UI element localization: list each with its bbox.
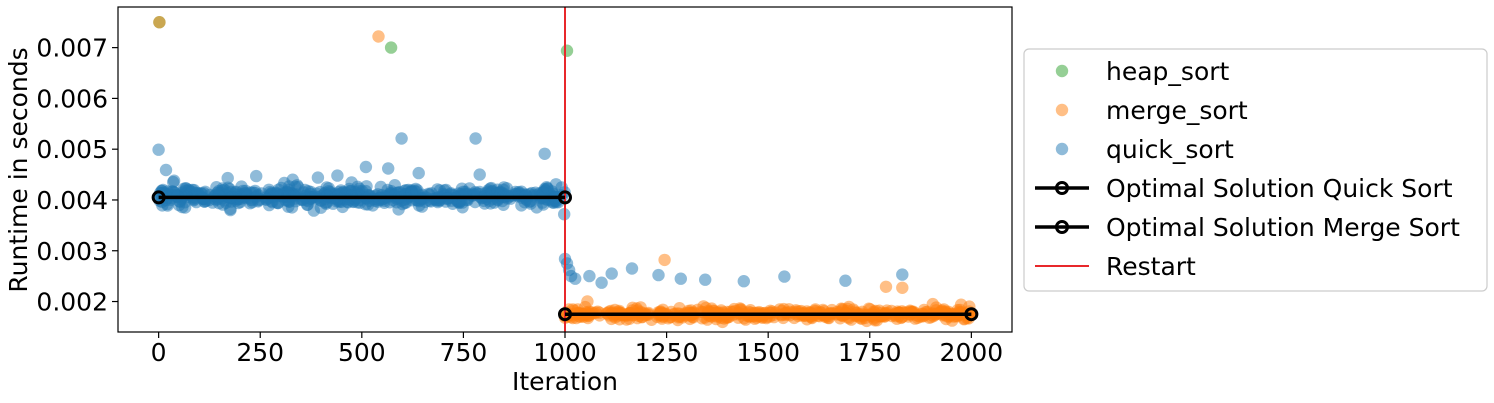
x-tick-label: 1000: [533, 338, 597, 367]
quick-sort-point: [778, 270, 791, 283]
merge-sort-point: [153, 16, 166, 29]
quick-sort-point: [152, 143, 165, 156]
quick-sort-point: [311, 171, 325, 184]
y-tick-label: 0.005: [36, 135, 108, 164]
quick-sort-point: [375, 188, 388, 202]
x-tick-label: 1250: [635, 338, 699, 367]
plot-area: [151, 7, 979, 332]
quick-sort-point: [595, 276, 608, 289]
quick-sort-point: [363, 189, 376, 202]
axes: 0 250 500 750 1000 1250 1500 1750 2000 0.002 0.003…: [36, 6, 1013, 367]
merge-sort-point: [926, 297, 939, 311]
legend-label-heap-sort: heap_sort: [1106, 57, 1230, 86]
quick-sort-point: [541, 182, 554, 195]
merge-sort-point: [896, 281, 909, 294]
quick-sort-point: [286, 173, 299, 186]
optimal-merge-sort-marker: [558, 307, 572, 322]
quick-sort-point: [412, 166, 425, 180]
quick-sort-point: [244, 193, 258, 206]
y-tick-label: 0.007: [36, 34, 108, 63]
quick-sort-point: [652, 268, 665, 282]
quick-sort-point: [319, 196, 332, 209]
quick-sort-point: [392, 203, 405, 216]
quick-sort-point: [331, 169, 344, 182]
y-tick-label: 0.006: [36, 84, 108, 113]
merge-sort-point: [752, 309, 765, 323]
x-tick-label: 750: [440, 338, 488, 367]
x-tick-label: 2000: [940, 338, 1004, 367]
quick-sort-series: [152, 132, 909, 289]
quick-sort-point: [737, 275, 750, 288]
legend-label-optimal-solution-quick-sort: Optimal Solution Quick Sort: [1106, 174, 1453, 203]
quick-sort-point: [469, 132, 482, 145]
legend-label-restart: Restart: [1106, 252, 1196, 281]
optimal-merge-sort-marker: [964, 307, 979, 322]
legend-label-merge-sort: merge_sort: [1106, 96, 1248, 125]
y-axis-title: Runtime in seconds: [4, 47, 33, 292]
x-tick-label: 0: [151, 338, 167, 367]
merge-sort-point: [671, 313, 684, 327]
quick-sort-point: [272, 183, 285, 196]
legend-label-quick-sort: quick_sort: [1106, 135, 1234, 164]
x-tick-label: 500: [338, 338, 386, 367]
quick-sort-point: [359, 160, 373, 174]
heap-sort-series: [153, 16, 574, 57]
merge-sort-point: [800, 313, 814, 326]
quick-sort-point: [494, 185, 507, 199]
quick-sort-point: [896, 268, 909, 281]
legend-box: [1023, 48, 1488, 292]
optimal-quick-sort-marker: [151, 190, 166, 205]
legend-marker-optimal-solution-quick-sort: [1055, 181, 1069, 195]
merge-sort-point: [716, 315, 729, 329]
quick-sort-point: [699, 273, 712, 286]
y-tick-label: 0.003: [36, 237, 108, 266]
quick-sort-point: [159, 163, 173, 177]
merge-sort-point: [372, 30, 385, 43]
quick-sort-point: [583, 269, 596, 283]
merge-sort-point: [581, 295, 594, 308]
merge-sort-point: [658, 253, 671, 267]
quick-sort-point: [674, 272, 687, 285]
merge-sort-point: [963, 300, 976, 313]
quick-sort-point: [569, 272, 582, 285]
x-tick-label: 250: [236, 338, 284, 367]
legend-label-optimal-solution-merge-sort: Optimal Solution Merge Sort: [1106, 213, 1460, 242]
legend-marker-optimal-solution-merge-sort: [1055, 220, 1069, 234]
quick-sort-point: [221, 171, 234, 185]
heap-sort-point: [560, 44, 574, 57]
legend-marker-heap-sort: [1055, 64, 1069, 78]
quick-sort-point: [167, 174, 181, 187]
x-tick-label: 1750: [838, 338, 902, 367]
quick-sort-point: [353, 182, 366, 195]
quick-sort-point: [395, 132, 408, 145]
legend-marker-quick-sort: [1055, 142, 1069, 156]
quick-sort-point: [605, 267, 618, 280]
quick-sort-point: [459, 185, 472, 199]
y-tick-label: 0.004: [36, 186, 108, 215]
x-tick-label: 1500: [736, 338, 800, 367]
quick-sort-point: [839, 274, 852, 287]
quick-sort-point: [382, 162, 395, 175]
quick-sort-point: [473, 168, 486, 181]
merge-sort-point: [879, 280, 893, 293]
y-tick-label: 0.002: [36, 288, 108, 317]
merge-sort-point: [863, 303, 877, 316]
legend-marker-merge-sort: [1055, 103, 1069, 117]
legend: heap_sort merge_sort quick_sort Optimal Sol…: [1023, 48, 1488, 292]
merge-sort-point: [875, 310, 889, 323]
quick-sort-point: [538, 147, 551, 160]
heap-sort-point: [384, 41, 398, 54]
optimal-quick-sort-marker: [558, 190, 572, 205]
quick-sort-point: [334, 184, 348, 197]
quick-sort-point: [625, 262, 639, 275]
quick-sort-point: [250, 169, 263, 183]
x-axis-title: Iteration: [512, 367, 618, 396]
